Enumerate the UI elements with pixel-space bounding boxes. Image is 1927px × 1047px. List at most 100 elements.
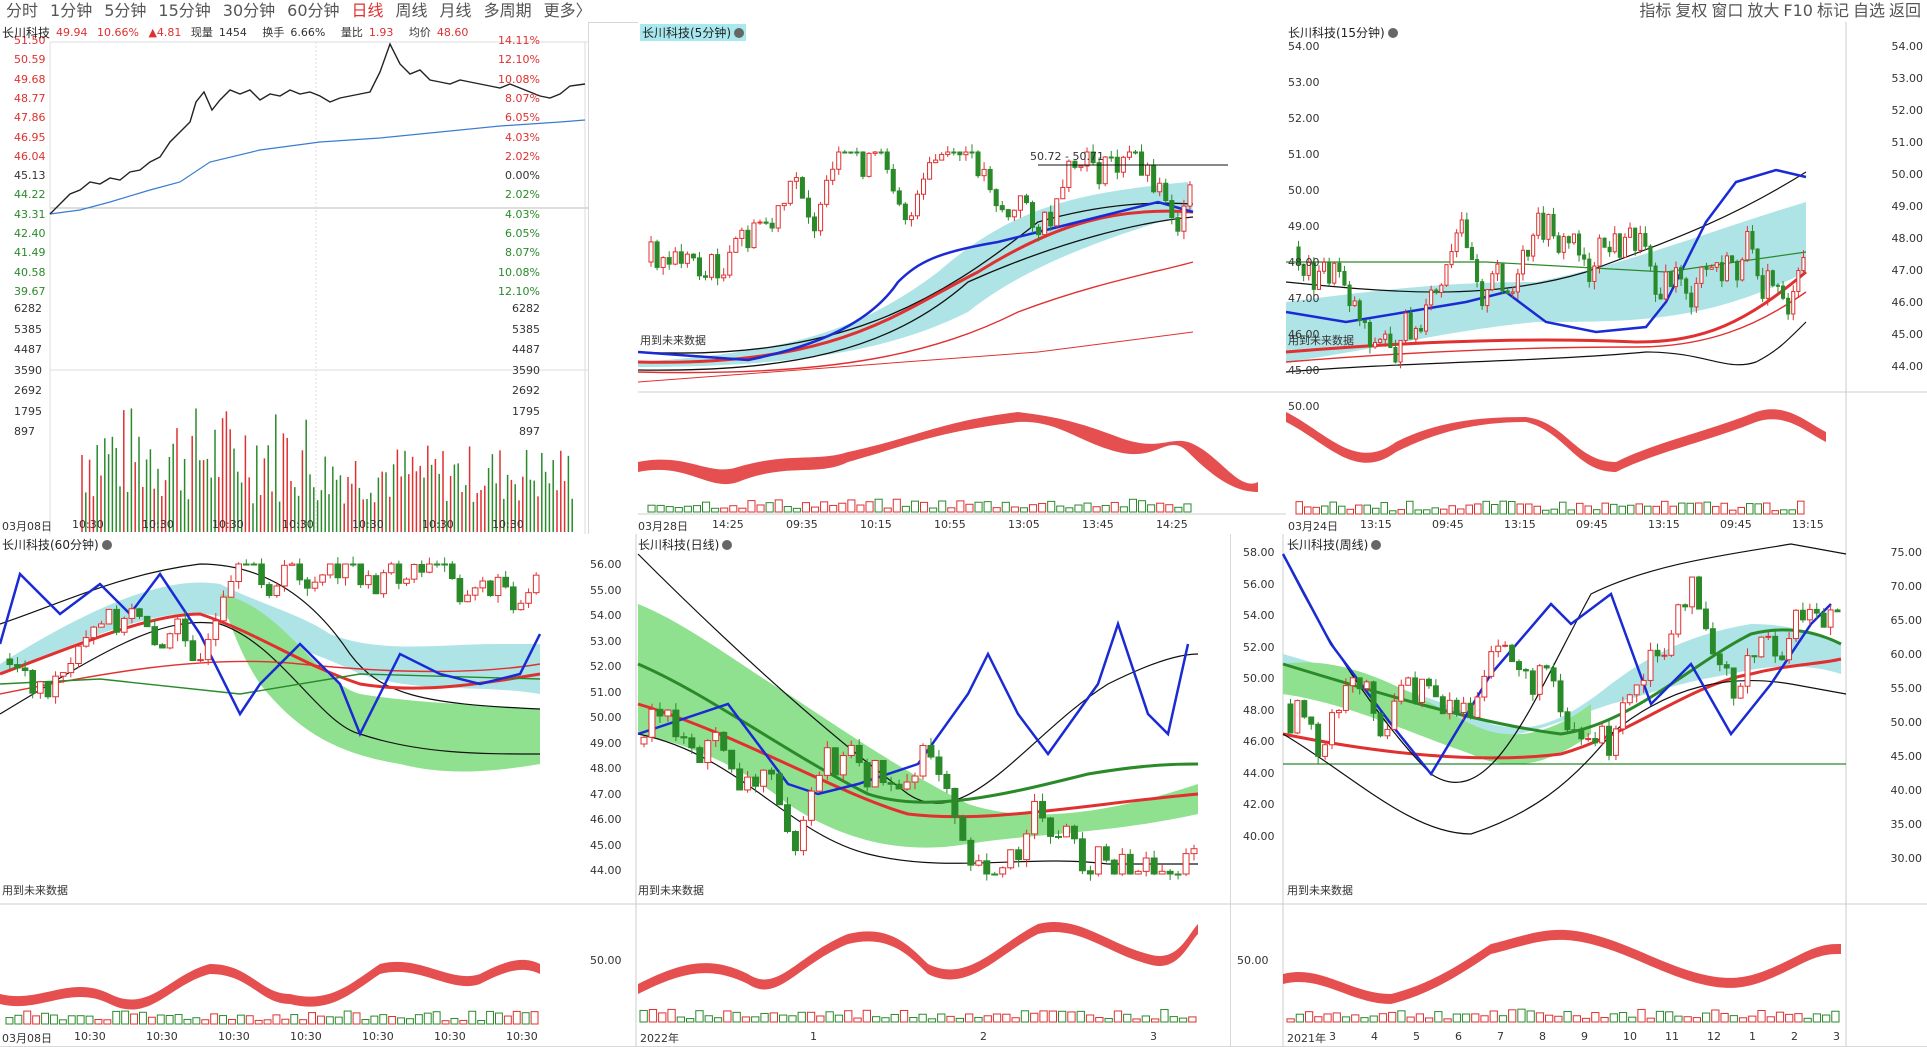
tab-multi-period[interactable]: 多周期	[483, 1, 532, 20]
settings-icon[interactable]	[101, 540, 112, 550]
candle-body	[1779, 655, 1786, 661]
oscillator-bar	[1729, 1015, 1738, 1023]
oscillator-bar	[1388, 1011, 1397, 1023]
axis-tick-label: 5385	[14, 322, 42, 336]
candle-body	[1571, 233, 1576, 244]
oscillator-bar	[1729, 509, 1737, 515]
candle-body	[696, 257, 702, 277]
candle-body	[1062, 825, 1070, 838]
time-tick-label: 2	[980, 1030, 987, 1043]
oscillator-bar	[1482, 500, 1490, 515]
candle-body	[1622, 236, 1627, 258]
oscillator-bar	[1618, 505, 1626, 515]
chart-15min-panel[interactable]: 长川科技(15分钟) 54.00 53.00 52.00 51.00 50.00 49.0…	[1286, 22, 1927, 535]
oscillator-bar	[1431, 507, 1439, 515]
oscillator-bar	[156, 1014, 165, 1025]
time-tick-label: 1	[1749, 1030, 1756, 1043]
axis-tick-label: 48.00	[590, 762, 622, 775]
candle-body	[1495, 263, 1500, 275]
axis-tick-label: 43.31	[14, 207, 46, 221]
mark-button[interactable]: 标记	[1816, 1, 1849, 20]
axis-tick-label: 897	[14, 425, 35, 438]
tab-monthly[interactable]: 月线	[439, 1, 472, 20]
candle-body	[1327, 261, 1332, 284]
settings-icon[interactable]	[722, 540, 733, 550]
tab-intraday[interactable]: 分时	[6, 1, 39, 20]
candle-body	[1363, 681, 1370, 690]
chart-5min-panel[interactable]: 长川科技(5分钟) 50.72 - 50.71 用到未来数据 03月28日 14:…	[638, 22, 1289, 535]
oscillator-bar	[1771, 510, 1779, 515]
f10-button[interactable]: F10	[1783, 1, 1813, 20]
intraday-chart-panel[interactable]: 长川科技 49.94 10.66% ▲4.81 现量 1454 换手 6.66% 量…	[0, 22, 589, 535]
oscillator-bar	[683, 505, 692, 513]
oscillator-bar	[1406, 1016, 1415, 1023]
candle-body	[1526, 249, 1531, 257]
candle-body	[1737, 685, 1744, 699]
candle-body	[1139, 151, 1145, 176]
candle-body	[768, 769, 776, 775]
axis-tick-label: 50.00	[1243, 672, 1275, 685]
tab-15min[interactable]: 15分钟	[158, 1, 211, 20]
settings-icon[interactable]	[734, 28, 744, 38]
oscillator-bar	[674, 507, 683, 513]
oscillator-bar	[1119, 506, 1128, 513]
candle-body	[1571, 729, 1578, 732]
oscillator-bar	[1803, 1017, 1812, 1023]
oscillator-bar	[1489, 1010, 1498, 1023]
time-tick-label: 09:45	[1576, 518, 1608, 531]
settings-icon[interactable]	[1371, 540, 1382, 550]
time-tick-label: 2021年	[1287, 1032, 1326, 1045]
back-button[interactable]: 返回	[1888, 1, 1921, 20]
candle-body	[403, 578, 410, 584]
candle-body	[1347, 284, 1352, 307]
settings-icon[interactable]	[1387, 28, 1398, 38]
oscillator-bar	[1601, 502, 1609, 515]
tab-daily[interactable]: 日线	[351, 1, 384, 20]
candle-body	[281, 564, 288, 587]
candle-body	[783, 804, 791, 833]
axis-tick-label: 0.00%	[505, 169, 540, 183]
candle-body	[1684, 278, 1689, 294]
oscillator-bar	[343, 1010, 352, 1025]
candle-body	[815, 774, 823, 792]
tab-5min[interactable]: 5分钟	[104, 1, 147, 20]
candle-body	[945, 151, 951, 155]
time-tick-label: 10:15	[860, 518, 892, 531]
candle-body	[879, 759, 887, 784]
tab-30min[interactable]: 30分钟	[222, 1, 276, 20]
candle-body	[1042, 211, 1048, 236]
time-tick-label: 10:30	[146, 1030, 178, 1043]
tab-60min[interactable]: 60分钟	[287, 1, 340, 20]
future-data-label: 用到未来数据	[1288, 334, 1354, 347]
zoom-button[interactable]: 放大	[1747, 1, 1780, 20]
oscillator-bar	[112, 1010, 121, 1025]
candle-body	[860, 151, 866, 177]
window-button[interactable]: 窗口	[1711, 1, 1744, 20]
candle-body	[1174, 873, 1182, 876]
tab-more[interactable]: 更多〉	[543, 1, 592, 20]
candle-body	[1329, 712, 1335, 746]
tab-1min[interactable]: 1分钟	[50, 1, 93, 20]
oscillator-bar	[1757, 1010, 1766, 1023]
candle-body	[212, 620, 220, 640]
candle-body	[1485, 289, 1490, 307]
chart-weekly-panel[interactable]: 长川科技(周线) 58.00 56.00 54.00 52.00 50.00 48.00 4…	[1230, 534, 1927, 1047]
oscillator-bar	[1635, 503, 1643, 515]
candle-body	[1337, 262, 1342, 272]
indicator-button[interactable]: 指标	[1639, 1, 1672, 20]
candle-body	[1424, 304, 1429, 332]
chart-60min-panel[interactable]: 长川科技(60分钟) 用到未来数据 03月08日 10:30 10:30 10:30 1…	[0, 534, 589, 1047]
candle-body	[1602, 237, 1607, 248]
oscillator-bar	[236, 1014, 245, 1025]
tab-weekly[interactable]: 周线	[395, 1, 428, 20]
candle-body	[648, 708, 656, 738]
chart-daily-panel[interactable]: 长川科技(日线) 56.00 55.00 54.00 53.00 52.00 51.00 5…	[588, 534, 1289, 1047]
axis-tick-label: 53.00	[1288, 76, 1320, 89]
oscillator-bar	[1572, 1015, 1581, 1023]
oscillator-bar	[317, 1015, 325, 1025]
adjust-button[interactable]: 复权	[1675, 1, 1708, 20]
last-price: 49.94	[56, 26, 88, 39]
watchlist-button[interactable]: 自选	[1852, 1, 1885, 20]
axis-tick-label: 41.49	[14, 246, 46, 260]
candle-body	[1531, 234, 1536, 257]
